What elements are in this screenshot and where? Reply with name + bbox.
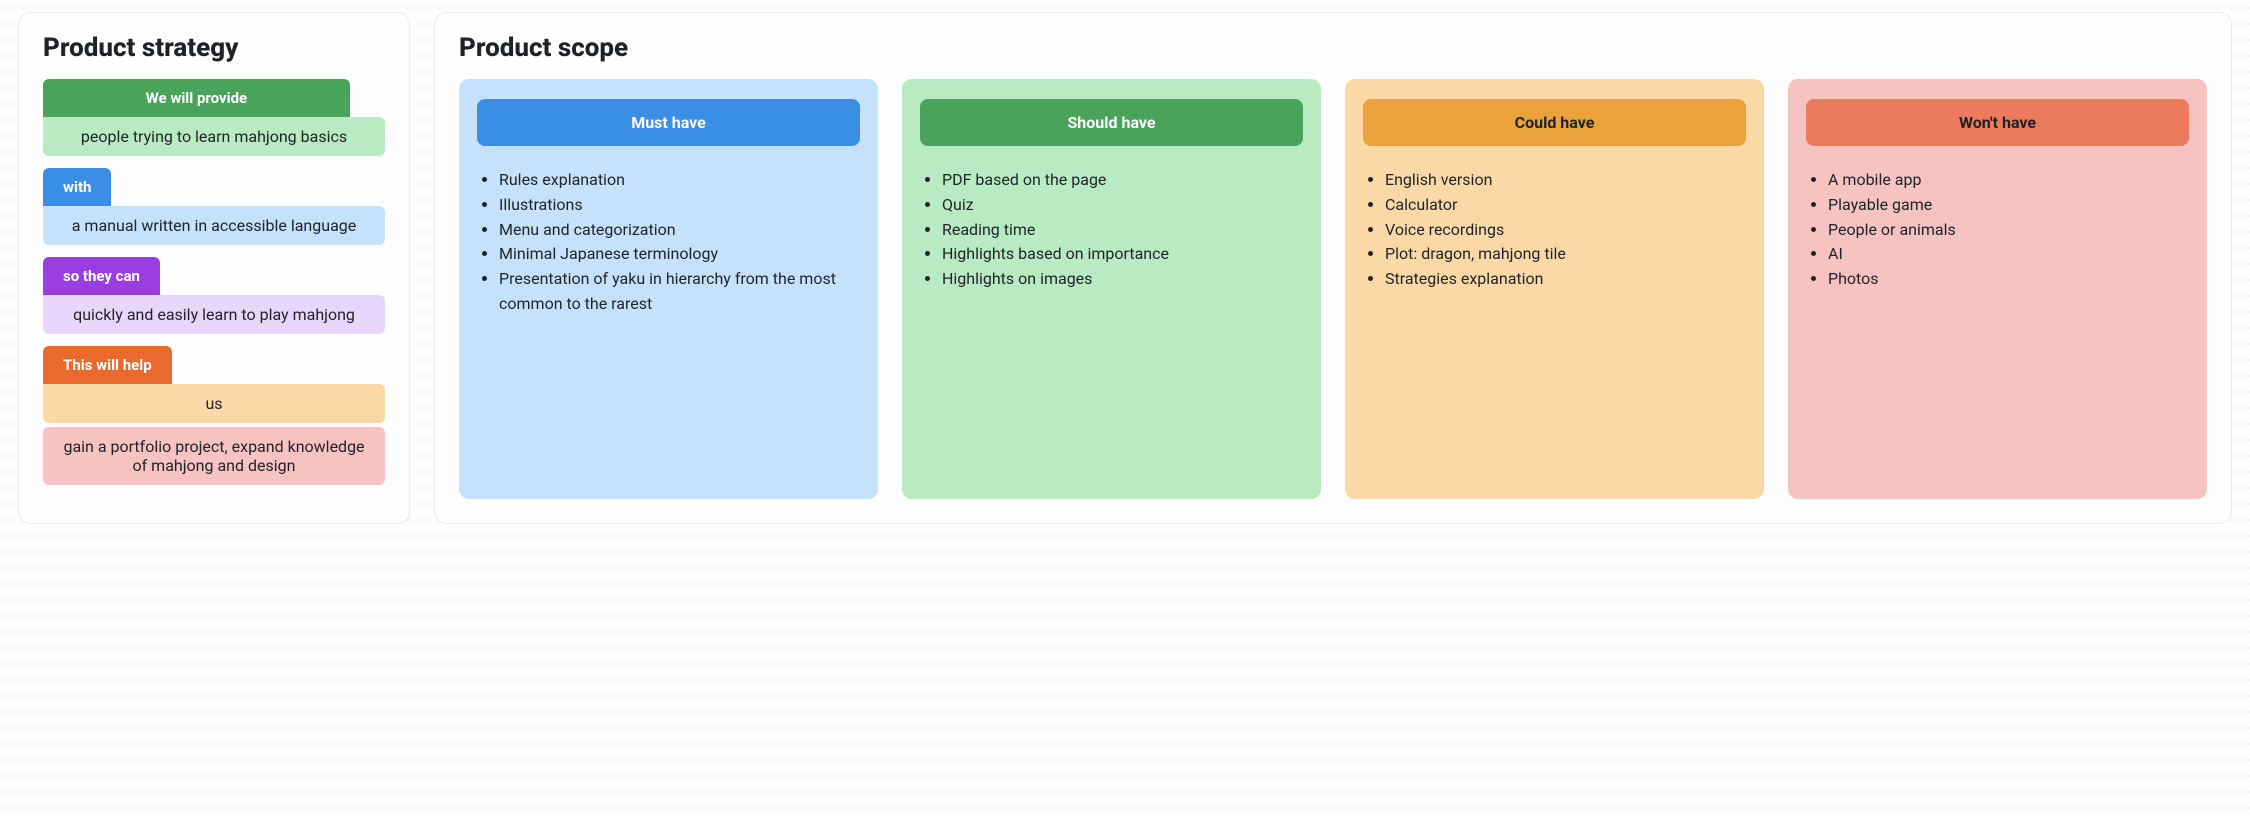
strategy-row: We will providepeople trying to learn ma… <box>43 79 385 156</box>
scope-item: Illustrations <box>499 193 860 218</box>
scope-column-header: Won't have <box>1806 99 2189 146</box>
scope-item: Plot: dragon, mahjong tile <box>1385 242 1746 267</box>
scope-item: PDF based on the page <box>942 168 1303 193</box>
scope-item: Quiz <box>942 193 1303 218</box>
scope-title: Product scope <box>459 33 2207 63</box>
scope-column-header: Could have <box>1363 99 1746 146</box>
scope-item-list: A mobile appPlayable gamePeople or anima… <box>1806 168 2189 292</box>
scope-column: Must haveRules explanationIllustrationsM… <box>459 79 878 499</box>
scope-column-header: Should have <box>920 99 1303 146</box>
scope-column: Should have PDF based on the pageQuizRead… <box>902 79 1321 499</box>
strategy-tag: This will help <box>43 346 172 384</box>
scope-item: Photos <box>1828 267 2189 292</box>
scope-item: Voice recordings <box>1385 218 1746 243</box>
strategy-panel: Product strategy We will providepeople t… <box>18 12 410 524</box>
strategy-detail: quickly and easily learn to play mahjong <box>43 295 385 334</box>
strategy-title: Product strategy <box>43 33 385 63</box>
strategy-detail: us <box>43 384 385 423</box>
scope-item-list: English versionCalculatorVoice recording… <box>1363 168 1746 292</box>
scope-item: Calculator <box>1385 193 1746 218</box>
strategy-row: so they canquickly and easily learn to p… <box>43 257 385 334</box>
scope-item: English version <box>1385 168 1746 193</box>
scope-grid: Must haveRules explanationIllustrationsM… <box>459 79 2207 499</box>
strategy-detail: gain a portfolio project, expand knowled… <box>43 427 385 485</box>
scope-column: Could have English versionCalculatorVoice… <box>1345 79 1764 499</box>
scope-item: Playable game <box>1828 193 2189 218</box>
strategy-rows: We will providepeople trying to learn ma… <box>43 79 385 485</box>
strategy-tag: with <box>43 168 111 206</box>
scope-item-list: PDF based on the pageQuizReading timeHig… <box>920 168 1303 292</box>
scope-item: Minimal Japanese terminology <box>499 242 860 267</box>
scope-item: Strategies explanation <box>1385 267 1746 292</box>
scope-item: Reading time <box>942 218 1303 243</box>
scope-item: Highlights on images <box>942 267 1303 292</box>
scope-item: Rules explanation <box>499 168 860 193</box>
scope-column: Won't have A mobile appPlayable gamePeopl… <box>1788 79 2207 499</box>
scope-item: Presentation of yaku in hierarchy from t… <box>499 267 860 317</box>
strategy-tag: so they can <box>43 257 160 295</box>
strategy-row: This will helpus gain a portfolio project… <box>43 346 385 485</box>
canvas: Product strategy We will providepeople t… <box>18 12 2232 524</box>
strategy-row: witha manual written in accessible langu… <box>43 168 385 245</box>
scope-item: Highlights based on importance <box>942 242 1303 267</box>
scope-panel: Product scope Must have Rules explanation… <box>434 12 2232 524</box>
scope-column-header: Must have <box>477 99 860 146</box>
scope-item: Menu and categorization <box>499 218 860 243</box>
strategy-detail: a manual written in accessible language <box>43 206 385 245</box>
strategy-detail: people trying to learn mahjong basics <box>43 117 385 156</box>
scope-item: People or animals <box>1828 218 2189 243</box>
strategy-tag: We will provide <box>43 79 350 117</box>
scope-item: AI <box>1828 242 2189 267</box>
scope-item-list: Rules explanationIllustrationsMenu and c… <box>477 168 860 317</box>
scope-item: A mobile app <box>1828 168 2189 193</box>
